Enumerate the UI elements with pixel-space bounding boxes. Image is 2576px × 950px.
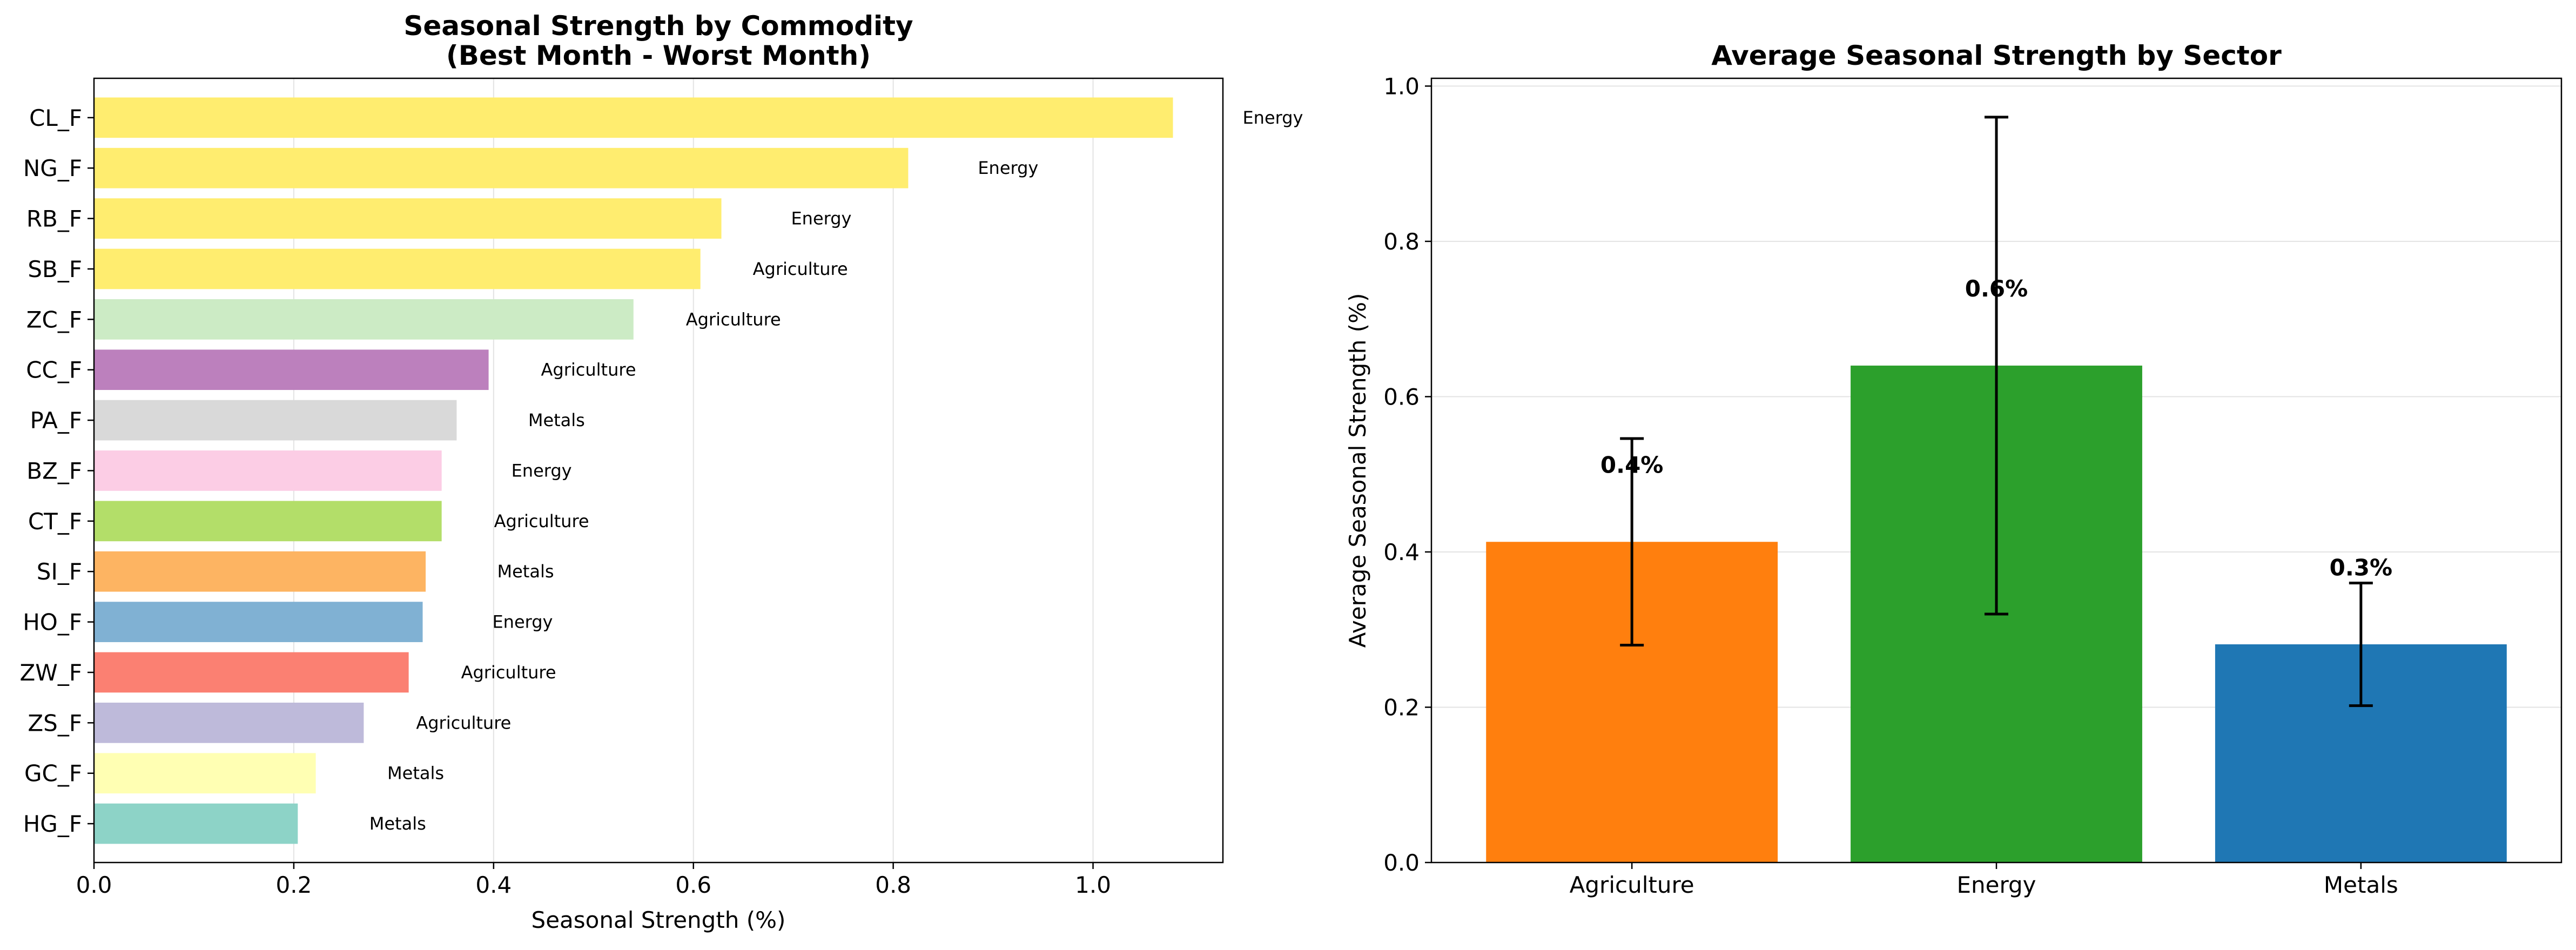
y-tick-label: SB_F: [28, 256, 82, 282]
bar-sector-label: Energy: [492, 612, 553, 632]
y-tick-label: BZ_F: [26, 457, 82, 484]
bar-sector-label: Agriculture: [416, 712, 511, 733]
bar-sector-label: Metals: [528, 410, 585, 430]
bar-NG_F: [94, 147, 909, 188]
bar-BZ_F: [94, 450, 442, 491]
chart-title: Average Seasonal Strength by Sector: [1711, 40, 2282, 71]
y-tick-label: RB_F: [26, 206, 82, 232]
bar-sector-label: Metals: [369, 813, 426, 834]
x-tick-label: 0.0: [76, 872, 112, 898]
y-tick-label: NG_F: [23, 155, 82, 181]
x-tick-label: 0.2: [276, 872, 312, 898]
bar-sector-label: Energy: [512, 460, 572, 481]
y-tick-label: ZC_F: [26, 306, 82, 333]
bar-ZS_F: [94, 702, 364, 743]
bar-sector-label: Energy: [978, 158, 1038, 178]
bar-HO_F: [94, 602, 423, 642]
bar-sector-label: Metals: [497, 561, 554, 582]
y-tick-label: GC_F: [24, 760, 82, 787]
x-tick-label: Metals: [2324, 872, 2398, 898]
y-tick-label: ZW_F: [20, 659, 82, 686]
bar-ZW_F: [94, 652, 409, 693]
bar-CL_F: [94, 97, 1173, 138]
bar-RB_F: [94, 198, 722, 239]
chart-title-line: (Best Month - Worst Month): [446, 40, 871, 71]
y-tick-label: 0.6: [1383, 383, 1420, 410]
bar-SB_F: [94, 248, 701, 289]
chart-title-line: Seasonal Strength by Commodity: [403, 10, 913, 42]
x-axis-label: Seasonal Strength (%): [532, 907, 786, 933]
y-tick-label: PA_F: [30, 407, 82, 434]
y-tick-label: 0.0: [1383, 850, 1420, 876]
bar-CT_F: [94, 501, 442, 542]
x-tick-label: 1.0: [1075, 872, 1111, 898]
y-tick-label: HG_F: [23, 811, 82, 837]
y-tick-label: HO_F: [23, 609, 82, 636]
y-tick-label: SI_F: [37, 558, 82, 585]
y-tick-label: CL_F: [29, 105, 82, 131]
bar-value-label: 0.3%: [2330, 554, 2392, 581]
y-tick-label: 1.0: [1383, 73, 1420, 99]
x-tick-label: 0.6: [675, 872, 711, 898]
x-tick-label: 0.8: [875, 872, 911, 898]
bar-sector-label: Metals: [387, 763, 444, 784]
y-tick-label: 0.4: [1383, 539, 1420, 565]
bar-PA_F: [94, 400, 457, 441]
bar-sector-label: Energy: [1242, 107, 1303, 128]
bar-value-label: 0.4%: [1600, 452, 1663, 478]
plot-frame: [93, 77, 1224, 864]
bar-sector-label: Agriculture: [494, 511, 589, 531]
bar-sector-label: Agriculture: [541, 360, 636, 380]
commodity-bar-chart: 0.0 0.2 0.4 0.6 0.8 1.0 CL_F Energy NG_F Energy RB…: [20, 10, 1303, 933]
bar-sector-label: Agriculture: [753, 259, 848, 279]
bar-value-label: 0.6%: [1965, 275, 2028, 302]
bar-sector-label: Agriculture: [461, 662, 556, 683]
x-tick-label: Agriculture: [1570, 872, 1694, 898]
y-tick-label: 0.8: [1383, 228, 1420, 255]
bar-HG_F: [94, 803, 298, 844]
bar-CC_F: [94, 349, 489, 390]
plot-frame: [1430, 77, 2562, 864]
bar-GC_F: [94, 753, 316, 794]
y-tick-label: ZS_F: [28, 710, 82, 736]
bar-sector-label: Agriculture: [686, 309, 781, 329]
bar-sector-label: Energy: [791, 208, 851, 229]
x-tick-label: Energy: [1956, 872, 2036, 898]
sector-bar-chart: 0.0 0.2 0.4 0.6 0.8 1.0 0.4% Agriculture 0.6% Ene…: [1344, 40, 2562, 898]
y-tick-label: 0.2: [1383, 694, 1420, 720]
bar-SI_F: [94, 551, 426, 592]
bar-ZC_F: [94, 299, 634, 340]
x-tick-label: 0.4: [475, 872, 512, 898]
y-tick-label: CC_F: [26, 357, 82, 383]
y-tick-label: CT_F: [28, 508, 82, 535]
y-axis-label: Average Seasonal Strength (%): [1344, 293, 1371, 648]
